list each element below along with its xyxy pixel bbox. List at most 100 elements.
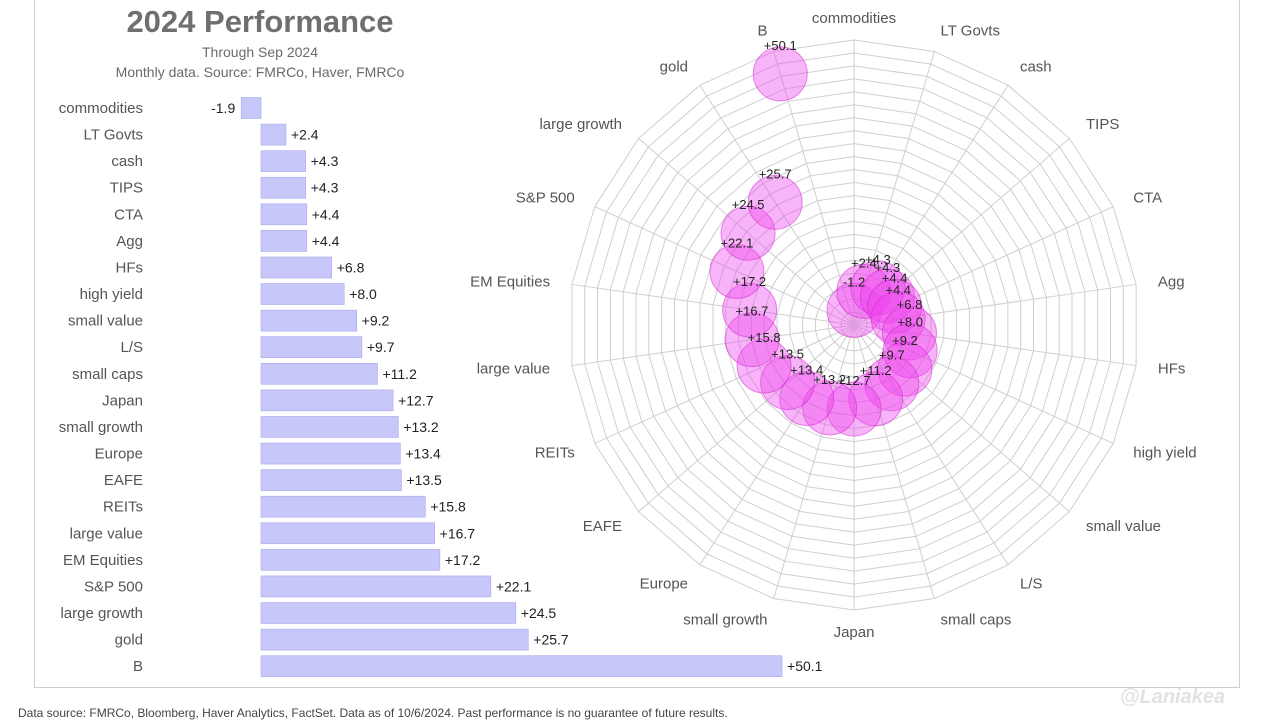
spoke-label: REITs [535,445,575,462]
value-label: +6.8 [337,259,365,275]
bar-chart: commodities -1.9 LT Govts +2.4 cash +4.3 TIPS +… [59,97,823,677]
grid-spoke [699,324,855,566]
bar [260,123,287,146]
grid-spoke [853,51,935,326]
grid-spoke [571,324,855,367]
bubble-label: +4.4 [882,270,908,285]
category-label: CTA [114,206,143,223]
grid-spoke [571,283,855,326]
bar [260,442,401,465]
spoke-label: EAFE [583,518,622,535]
bubble-label: +24.5 [732,197,765,212]
grid-spoke [853,206,1114,326]
grid-spoke [594,206,855,326]
bubble-label: +13.4 [790,363,823,378]
grid-spoke [853,137,1070,326]
bubble-label: +13.2 [813,372,846,387]
bubble-label: +4.4 [885,283,911,298]
category-label: small caps [72,366,143,383]
bubble-label: +17.2 [733,274,766,289]
value-label: +12.7 [398,392,434,408]
value-label: -1.9 [211,100,235,116]
bubble-label: +6.8 [897,297,923,312]
bar [240,97,262,119]
spoke-label: HFs [1158,361,1186,378]
bubble-label: +4.3 [875,260,901,275]
grid-spoke [853,324,1114,444]
value-label: +16.7 [440,525,476,541]
bar [260,230,308,252]
spoke-label: large growth [539,116,622,133]
grid-spoke [773,51,855,326]
bar [260,628,529,651]
value-label: +17.2 [445,552,481,568]
bubble [802,380,858,436]
bar [260,389,394,412]
category-label: small value [68,313,143,330]
bubble [722,282,778,338]
category-label: REITs [103,499,143,516]
value-label: +15.8 [430,499,466,515]
bar [260,469,402,491]
bubble [826,282,882,338]
value-label: +2.4 [291,127,319,143]
bubble-label: +11.2 [860,363,892,378]
spoke-label: LT Govts [940,22,999,39]
value-label: +11.2 [382,366,417,382]
bar [260,416,399,438]
spoke-label: Europe [640,575,688,592]
value-label: +4.4 [312,206,340,222]
grid-spoke [853,324,935,599]
value-label: +8.0 [349,286,377,302]
chart-title: 2024 Performance [126,4,394,39]
grid-spoke [853,324,1070,513]
category-label: S&P 500 [84,578,143,595]
category-label: commodities [59,100,143,117]
bar [260,176,307,199]
spoke-label: L/S [1020,575,1043,592]
value-label: +13.5 [406,472,442,488]
category-label: gold [115,632,143,649]
spoke-label: Japan [834,624,875,641]
category-label: Agg [116,233,143,250]
category-label: high yield [80,286,143,303]
bubble-label: +13.5 [771,347,804,362]
bubble-label: +15.8 [748,330,781,345]
bar [260,150,307,172]
bar [260,256,333,279]
chart-subtitle: Through Sep 2024 [202,44,318,60]
bubble [724,312,780,368]
bar [260,309,357,332]
bubble [867,278,923,334]
spoke-label: S&P 500 [516,189,575,206]
category-label: EAFE [104,472,143,489]
bar [260,203,308,226]
bar [260,602,517,624]
bubble-label: +22.1 [720,236,753,251]
value-label: +9.2 [362,313,390,329]
value-label: +50.1 [787,658,823,674]
category-label: HFs [116,259,144,276]
grid-spoke [594,324,855,444]
bubble [709,244,765,300]
category-label: LT Govts [84,127,143,144]
bubble [752,46,808,102]
grid-spoke [773,324,855,599]
bubble [882,323,938,379]
value-label: +24.5 [521,605,557,621]
bubble-label: +50.1 [764,38,797,53]
value-label: +25.7 [533,632,569,648]
bubble-label: +9.2 [892,333,918,348]
grid-spoke [638,137,855,326]
category-label: B [133,658,143,675]
bar [260,283,345,305]
category-label: large value [70,525,143,542]
spoke-label: commodities [812,10,896,27]
category-label: Japan [102,392,143,409]
chart-panel [34,0,1240,688]
bubble-label: +25.7 [759,166,792,181]
category-label: Europe [95,446,143,463]
grid-spoke [853,324,1009,566]
radial-chart: commodities LT Govts cash TIPS CTA Agg HFs high… [470,10,1197,641]
